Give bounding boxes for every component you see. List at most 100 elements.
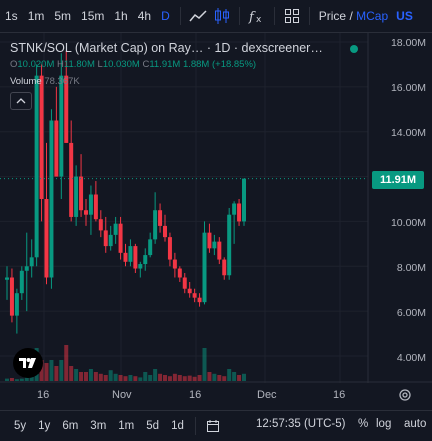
price-option[interactable]: Price: [318, 9, 347, 23]
toolbar-divider: [238, 7, 240, 25]
volume-bar: [153, 369, 158, 381]
timezone-clock[interactable]: 12:57:35 (UTC-5): [256, 418, 346, 430]
candle-body: [227, 214, 232, 276]
currency-usd-button[interactable]: US: [396, 9, 413, 23]
volume-bar: [88, 369, 93, 381]
candle-body: [123, 252, 128, 262]
line-chart-icon[interactable]: [186, 4, 210, 28]
volume-bar: [84, 372, 88, 381]
candle-body: [148, 239, 153, 256]
volume-bar: [187, 375, 192, 381]
volume-bar: [118, 375, 123, 381]
price-axis-label: 8.00M: [396, 262, 426, 274]
candle-body: [24, 266, 29, 271]
range-1m[interactable]: 1m: [118, 420, 135, 432]
range-5y[interactable]: 5y: [14, 420, 27, 432]
volume-bar: [103, 375, 108, 381]
ohlc-close-key: C: [142, 59, 150, 70]
volume-bar: [29, 376, 34, 381]
candle-body: [242, 178, 246, 222]
range-3m[interactable]: 3m: [90, 420, 107, 432]
volume-bar: [49, 360, 54, 381]
range-1y[interactable]: 1y: [38, 420, 51, 432]
volume-bar: [237, 375, 242, 381]
chevron-up-icon: [16, 98, 26, 104]
candlestick-icon[interactable]: [210, 4, 234, 28]
volume-bar: [108, 370, 113, 381]
volume-label: Volume: [10, 76, 42, 87]
settings-gear-icon[interactable]: [398, 388, 412, 405]
timeframe-4h[interactable]: 4h: [137, 9, 152, 23]
volume-bar: [222, 376, 227, 381]
candle-body: [138, 264, 143, 269]
candle-body: [69, 142, 74, 217]
candle-body: [5, 277, 9, 280]
layout-grid-icon[interactable]: [280, 4, 304, 28]
goto-date-calendar-icon[interactable]: [201, 414, 225, 438]
price-mcap-toggle[interactable]: Price / MCap: [315, 9, 388, 23]
candle-body: [222, 259, 227, 276]
volume-bar: [19, 378, 24, 381]
volume-bar: [138, 377, 143, 381]
candle-body: [98, 219, 103, 231]
toggle-separator: /: [349, 9, 353, 23]
symbol-title[interactable]: STNK/SOL (Market Cap) on Ray… · 1D · dex…: [10, 41, 323, 55]
range-1d[interactable]: 1d: [171, 420, 184, 432]
ohlc-low: 10.030M: [102, 59, 140, 70]
volume-bar: [14, 379, 19, 381]
volume-bar: [123, 376, 128, 381]
ohlc-high: 11.80M: [63, 59, 95, 70]
candle-body: [143, 255, 148, 265]
candle-body: [19, 270, 24, 294]
price-chart[interactable]: [0, 33, 432, 383]
timeframe-15m[interactable]: 15m: [81, 9, 105, 23]
candle-body: [232, 203, 237, 215]
tradingview-logo[interactable]: [13, 348, 43, 378]
candle-body: [93, 194, 98, 220]
volume-bar: [64, 345, 69, 381]
candle-body: [128, 246, 133, 262]
mcap-option[interactable]: MCap: [356, 9, 389, 23]
volume-bar: [59, 360, 64, 381]
auto-scale-toggle[interactable]: auto: [404, 418, 427, 430]
log-scale-toggle[interactable]: log: [376, 418, 392, 430]
timeframe-5m[interactable]: 5m: [54, 9, 72, 23]
volume-bar: [79, 372, 84, 381]
volume-bar: [177, 375, 182, 381]
volume-bar: [163, 375, 167, 381]
candle-body: [9, 277, 14, 316]
candle-body: [212, 241, 217, 249]
candle-body: [187, 288, 192, 294]
volume-bar: [232, 372, 237, 381]
range-5d[interactable]: 5d: [146, 420, 160, 432]
timeframe-1s[interactable]: 1s: [5, 9, 18, 23]
volume-bar: [24, 376, 29, 381]
timeframe-1h[interactable]: 1h: [114, 9, 128, 23]
timeframe-1d[interactable]: D: [161, 9, 170, 23]
bottom-divider: [194, 417, 196, 435]
candle-body: [84, 210, 88, 215]
time-axis-label: 16: [37, 389, 50, 401]
candle-body: [108, 234, 113, 247]
range-6m[interactable]: 6m: [62, 420, 79, 432]
candle-body: [59, 75, 64, 177]
volume-bar: [197, 375, 202, 381]
volume-value: 78.367K: [44, 76, 80, 87]
volume-bar: [44, 363, 49, 381]
candle-body: [153, 210, 158, 240]
percent-scale-toggle[interactable]: %: [358, 418, 369, 430]
volume-legend: Volume 78.367K: [10, 76, 80, 87]
candle-body: [113, 223, 118, 235]
timeframe-1m[interactable]: 1m: [27, 9, 45, 23]
candle-body: [79, 176, 84, 211]
volume-bar: [217, 375, 222, 381]
collapse-legend-button[interactable]: [10, 92, 32, 110]
bottom-toolbar: 5y 1y 6m 3m 1m 5d 1d: [0, 410, 432, 441]
status-dot: [350, 45, 358, 53]
ohlc-low-key: L: [97, 59, 103, 70]
volume-bar: [133, 376, 138, 381]
svg-text:x: x: [256, 15, 262, 24]
candle-body: [39, 75, 44, 199]
toolbar-divider: [308, 7, 310, 25]
